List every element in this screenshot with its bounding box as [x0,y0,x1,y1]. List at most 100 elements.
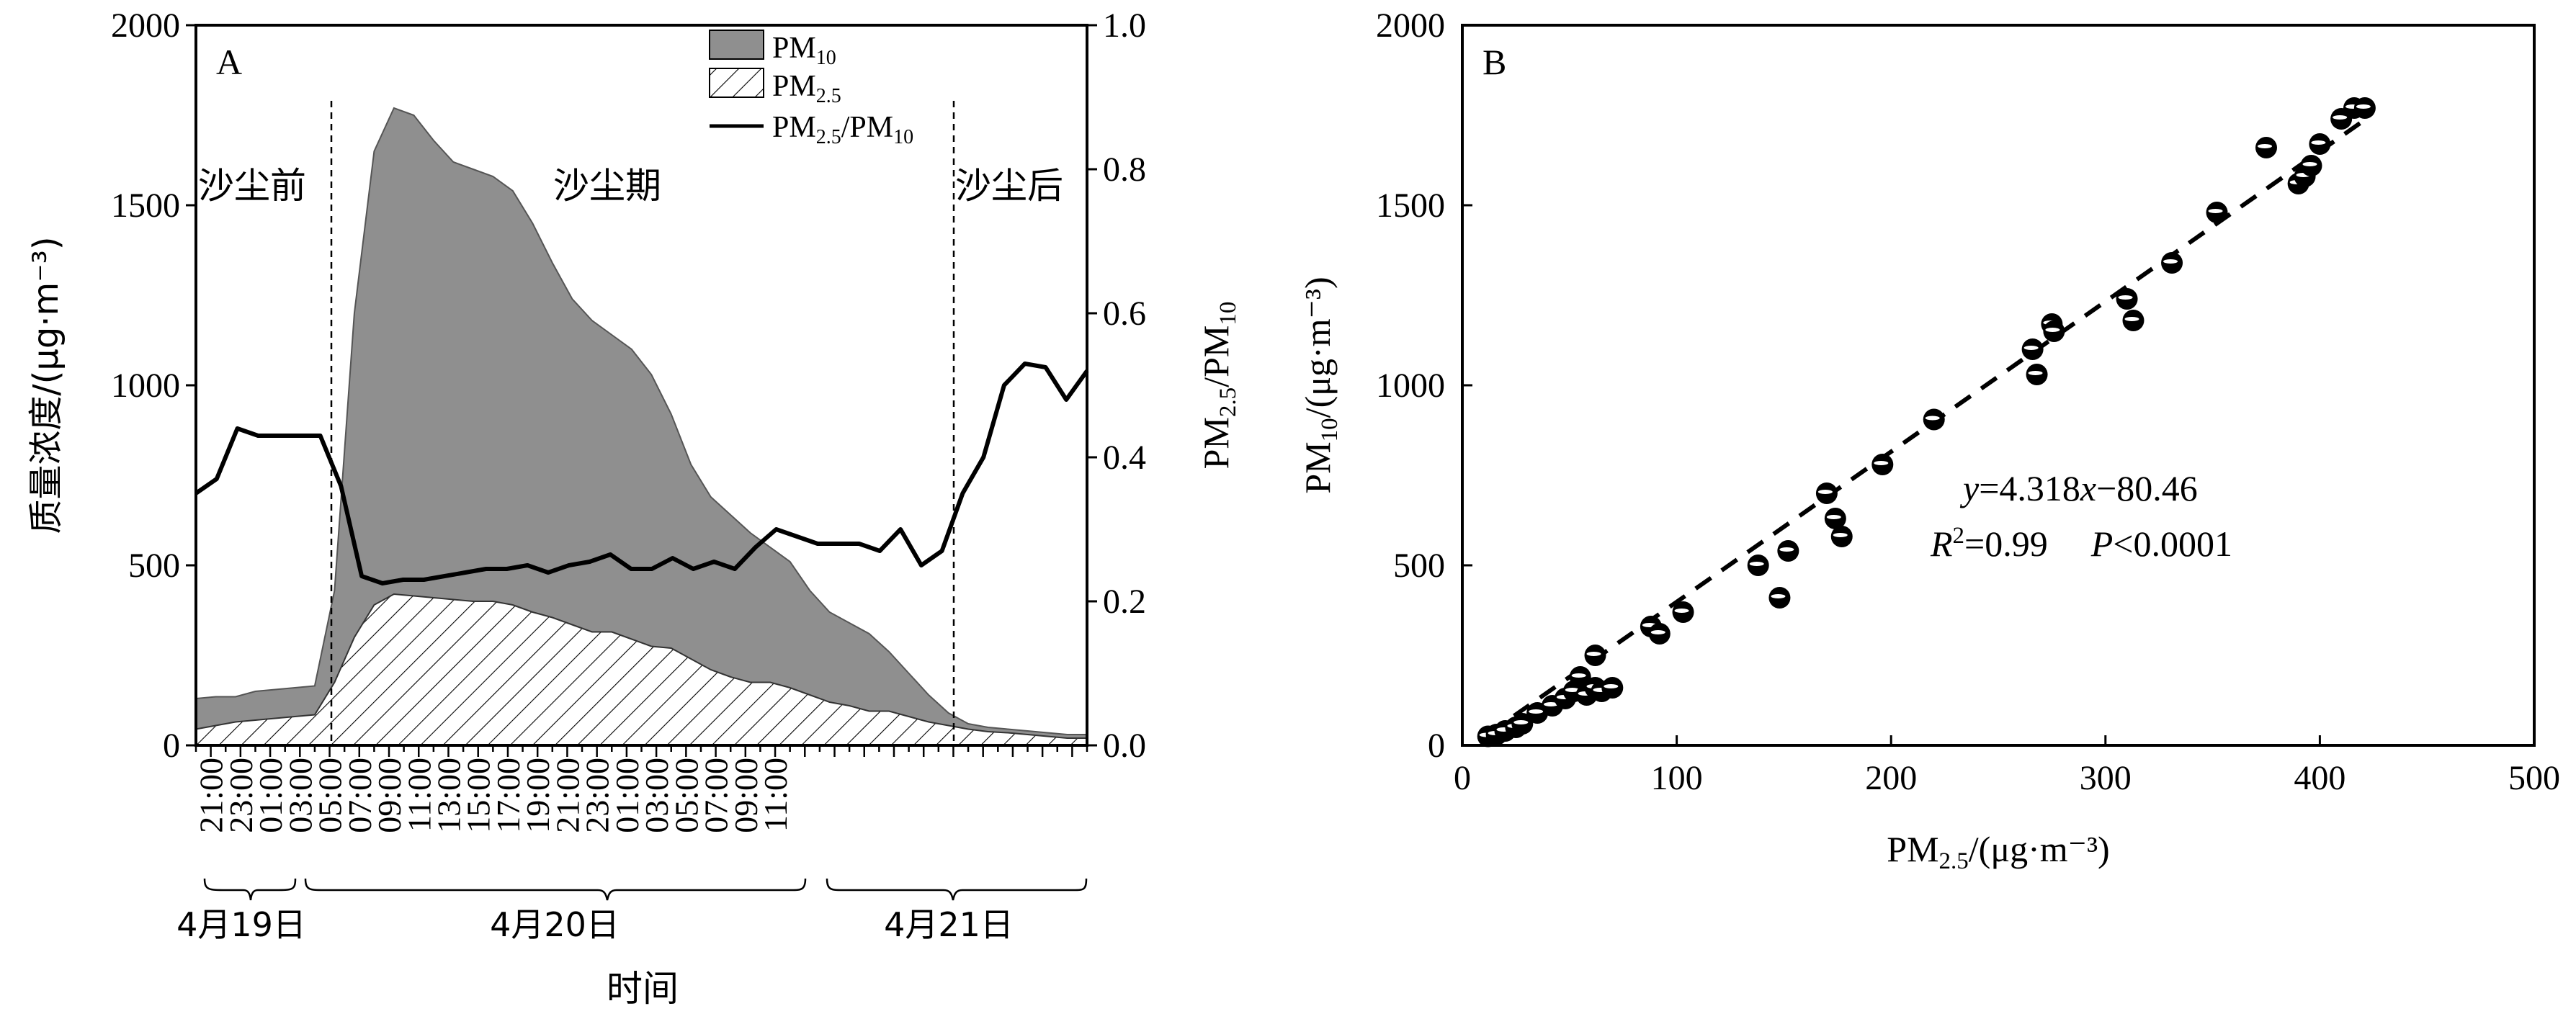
date-brackets [203,878,1088,901]
scatter-point-highlight [1586,652,1601,656]
x-tick-label: 13:00 [431,758,468,833]
legend-pm10-label: PM10 [772,32,836,69]
scatter-point-highlight [2163,259,2178,264]
b-x-tick-label: 300 [2080,759,2132,797]
legend-pm25-swatch [709,68,764,98]
b-y-tick-label: 1500 [1376,187,1445,225]
panel-b-label: B [1482,42,1506,82]
b-x-tick-label: 100 [1651,759,1703,797]
b-y-tick-label: 2000 [1376,6,1445,45]
regression-stats: R2=0.99 P<0.0001 [1930,523,2232,564]
panel-b-y-ticks: 0 500 1000 1500 2000 [1376,6,1472,765]
panel-b: 0 100 200 300 400 500 0 500 1000 1500 2000 B y=4.… [1297,6,2560,874]
panel-a-pm25-area-layer [195,593,1088,746]
fit-line [1486,119,2364,736]
scatter-point-highlight [1874,461,1889,465]
panel-a: 0 500 1000 1500 2000 0.0 0.2 0.4 0.6 0.8 1.0 21:0… [26,6,1241,1010]
date-label-apr21: 4月21日 [884,905,1014,944]
scatter-point-highlight [1604,684,1619,688]
pm10-area [195,107,1088,746]
right-y-tick-label: 0.2 [1103,583,1146,621]
scatter-point-highlight [2045,328,2060,332]
scatter-point-highlight [1571,673,1586,678]
scatter-point-highlight [1925,416,1940,421]
pm25-area [195,593,1088,746]
x-tick-label: 09:00 [728,758,764,833]
scatter-point-highlight [2028,371,2043,375]
b-x-tick-label: 500 [2508,759,2560,797]
x-tick-label: 17:00 [490,758,527,833]
scatter-point-highlight [2258,144,2272,148]
left-y-tick-label: 500 [128,547,180,585]
x-tick-label: 15:00 [460,758,497,833]
scatter-point-highlight [1650,630,1665,634]
panel-a-right-y-ticks: 0.0 0.2 0.4 0.6 0.8 1.0 [1087,6,1146,765]
x-tick-label: 03:00 [638,758,675,833]
panel-b-points-layer [1477,97,2376,748]
x-tick-label: 03:00 [282,758,318,833]
panel-a-x-axis-title: 时间 [607,968,679,1010]
x-tick-label: 23:00 [223,758,259,833]
panel-b-x-ticks: 0 100 200 300 400 500 [1454,735,2560,797]
left-y-tick-label: 0 [163,727,180,765]
panel-a-x-ticks: 21:0023:0001:0003:0005:0007:0009:0011:00… [193,745,1088,833]
scatter-point-highlight [1513,720,1529,724]
x-tick-label: 07:00 [698,758,735,833]
left-y-tick-label: 1500 [111,187,180,225]
scatter-point-highlight [1529,709,1544,714]
x-tick-label: 19:00 [519,758,556,833]
x-tick-label: 11:00 [401,758,437,832]
legend-pm10-swatch [709,30,764,60]
panel-a-label: A [216,42,242,82]
period-label-after: 沙尘后 [955,165,1063,207]
right-y-tick-label: 1.0 [1103,6,1146,45]
x-tick-label: 11:00 [757,758,794,832]
x-tick-label: 05:00 [668,758,705,833]
ratio-line [194,362,1089,585]
right-y-tick-label: 0.6 [1103,295,1146,333]
date-label-apr20: 4月20日 [490,905,620,944]
period-label-before: 沙尘前 [198,165,306,207]
right-y-tick-label: 0.8 [1103,151,1146,189]
panel-b-x-axis-title: PM2.5/(μg·m⁻³) [1887,829,2109,874]
panel-a-pm10-area-layer [195,107,1088,746]
scatter-point-highlight [1674,609,1689,613]
right-y-tick-label: 0.0 [1103,727,1146,765]
b-y-tick-label: 0 [1428,727,1445,765]
x-tick-label: 05:00 [312,758,349,833]
scatter-point-highlight [1833,533,1848,537]
panel-b-y-axis-title: PM10/(μg·m⁻³) [1297,277,1343,493]
left-y-tick-label: 2000 [111,6,180,45]
x-tick-label: 09:00 [371,758,408,833]
scatter-point-highlight [1543,702,1558,706]
legend-ratio-label: PM2.5/PM10 [772,111,913,148]
scatter-point-highlight [1565,688,1580,692]
panel-a-right-y-axis-title: PM2.5/PM10 [1196,302,1241,470]
legend-pm25-label: PM2.5 [772,70,841,107]
scatter-point-highlight [2356,104,2371,109]
period-label-during: 沙尘期 [553,165,661,207]
scatter-point-highlight [1817,490,1833,494]
b-y-tick-label: 1000 [1376,367,1445,405]
b-y-tick-label: 500 [1393,547,1445,585]
x-tick-label: 01:00 [609,758,645,833]
x-tick-label: 21:00 [193,758,230,833]
scatter-point-highlight [1779,547,1794,552]
x-tick-label: 21:00 [549,758,586,833]
scatter-point-highlight [1771,594,1786,598]
b-x-tick-label: 0 [1454,759,1471,797]
panel-a-left-y-ticks: 0 500 1000 1500 2000 [111,6,196,765]
left-y-tick-label: 1000 [111,367,180,405]
bracket-apr20 [304,878,807,901]
scatter-point-highlight [2311,140,2326,145]
x-tick-label: 01:00 [252,758,289,833]
date-label-apr19: 4月19日 [176,905,306,944]
panel-a-legend: PM10 PM2.5 PM2.5/PM10 [709,30,913,148]
bracket-apr19 [203,878,297,901]
scatter-point-highlight [2023,346,2039,350]
scatter-point-highlight [2118,295,2133,300]
b-x-tick-label: 200 [1865,759,1917,797]
panel-a-ratio-line-layer [194,362,1089,585]
scatter-point-highlight [2208,209,2223,213]
